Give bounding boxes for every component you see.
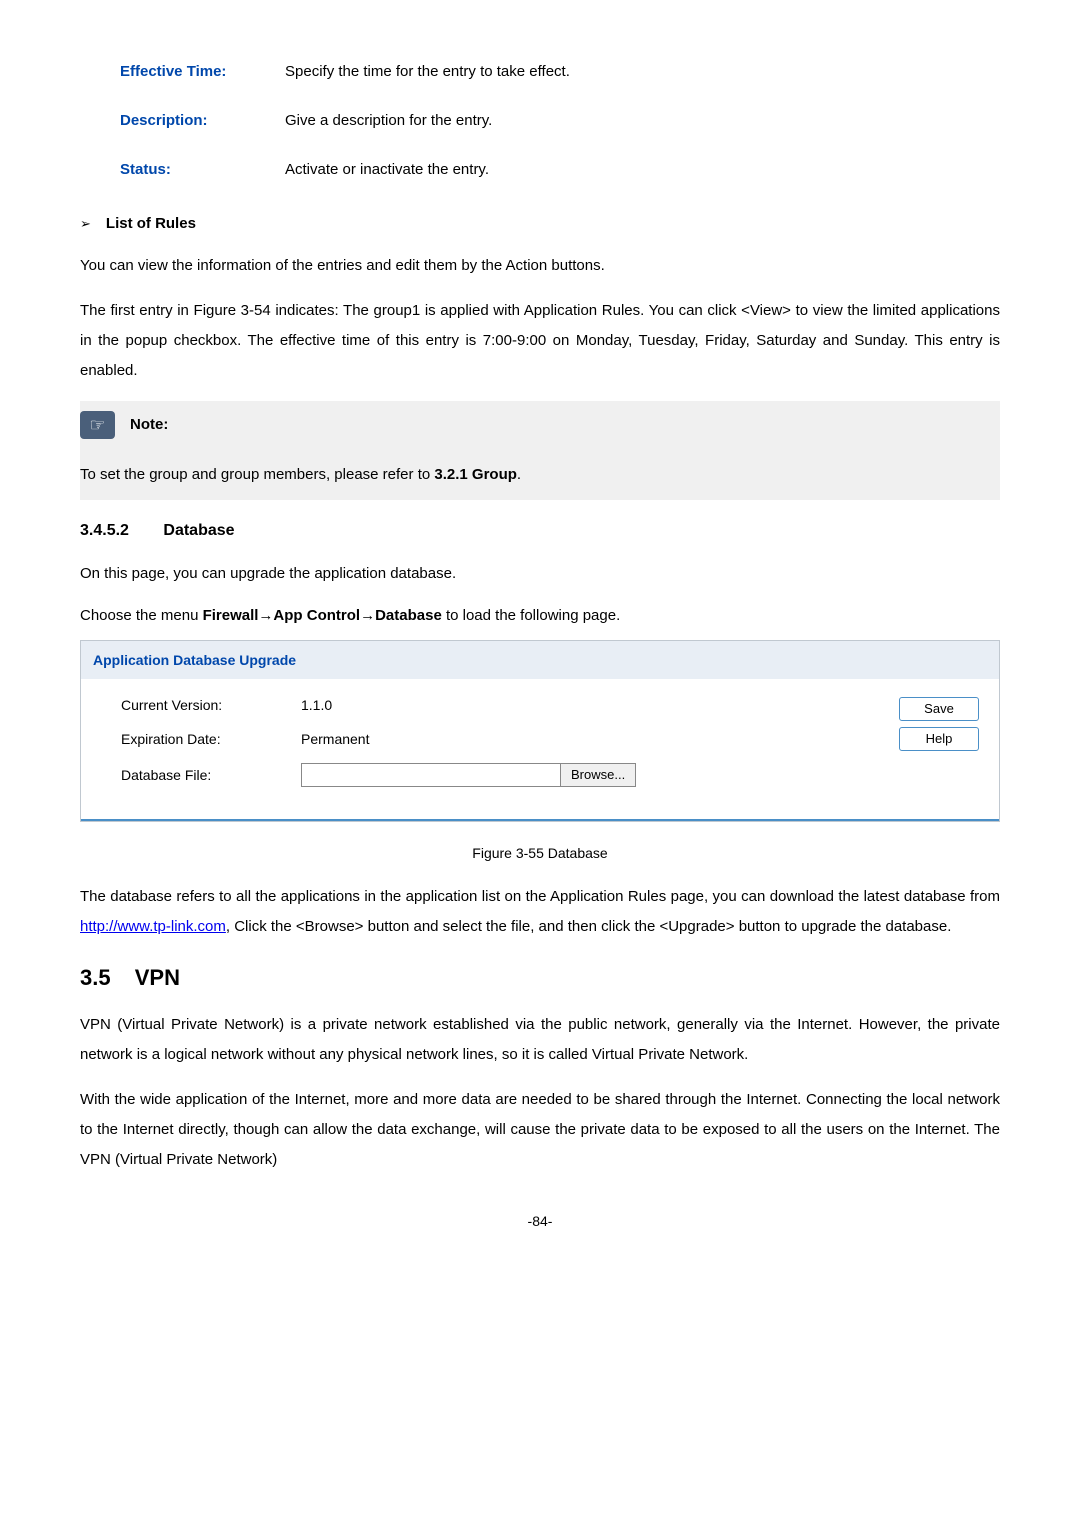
list-rules-para2: The first entry in Figure 3-54 indicates… — [80, 296, 1000, 386]
def-value: Specify the time for the entry to take e… — [285, 60, 570, 84]
note-box: ☞ Note: — [80, 401, 1000, 449]
save-button[interactable]: Save — [899, 697, 979, 721]
figure-caption: Figure 3-55 Database — [80, 842, 1000, 864]
triangle-bullet-icon: ➢ — [80, 214, 91, 235]
list-rules-title: List of Rules — [106, 212, 196, 236]
menu-suffix: to load the following page. — [442, 607, 620, 624]
expiration-date-row: Expiration Date: Permanent — [121, 728, 979, 750]
side-buttons: Save Help — [899, 697, 979, 751]
def-description: Description: Give a description for the … — [120, 109, 1000, 133]
def-label: Description: — [120, 109, 285, 133]
current-version-label: Current Version: — [121, 694, 301, 716]
note-body: To set the group and group members, plea… — [80, 449, 1000, 500]
list-rules-para1: You can view the information of the entr… — [80, 251, 1000, 281]
def-value: Activate or inactivate the entry. — [285, 158, 489, 182]
database-file-row: Database File: Browse... — [121, 763, 979, 787]
definitions-block: Effective Time: Specify the time for the… — [80, 60, 1000, 182]
def-effective-time: Effective Time: Specify the time for the… — [120, 60, 1000, 84]
vpn-heading-title: VPN — [135, 965, 180, 990]
list-rules-header: ➢ List of Rules — [80, 212, 1000, 236]
browse-button[interactable]: Browse... — [561, 763, 636, 787]
database-file-input[interactable] — [301, 763, 561, 787]
database-file-label: Database File: — [121, 764, 301, 786]
database-heading-title: Database — [163, 522, 234, 539]
note-text: To set the group and group members, plea… — [80, 461, 1000, 488]
file-input-wrap: Browse... — [301, 763, 636, 787]
menu-prefix: Choose the menu — [80, 607, 203, 624]
note-text-bold: 3.2.1 Group — [434, 466, 517, 483]
hand-point-icon: ☞ — [80, 411, 115, 439]
expiration-value: Permanent — [301, 728, 369, 750]
page-number: -84- — [80, 1210, 1000, 1232]
def-status: Status: Activate or inactivate the entry… — [120, 158, 1000, 182]
upgrade-panel-body: Current Version: 1.1.0 Expiration Date: … — [81, 679, 999, 821]
database-menu-path: Choose the menu Firewall→App Control→Dat… — [80, 604, 1000, 628]
database-para1: On this page, you can upgrade the applic… — [80, 559, 1000, 589]
note-text-prefix: To set the group and group members, plea… — [80, 466, 434, 483]
database-heading-num: 3.4.5.2 — [80, 522, 129, 539]
vpn-para2: With the wide application of the Interne… — [80, 1085, 1000, 1175]
def-label: Effective Time: — [120, 60, 285, 84]
database-description-para: The database refers to all the applicati… — [80, 882, 1000, 942]
expiration-label: Expiration Date: — [121, 728, 301, 750]
upgrade-panel: Application Database Upgrade Current Ver… — [80, 640, 1000, 822]
def-label: Status: — [120, 158, 285, 182]
upgrade-panel-title: Application Database Upgrade — [81, 641, 999, 679]
vpn-heading: 3.5 VPN — [80, 960, 1000, 995]
database-heading: 3.4.5.2 Database — [80, 518, 1000, 544]
def-value: Give a description for the entry. — [285, 109, 492, 133]
note-header: ☞ Note: — [80, 411, 1000, 439]
db-para-prefix: The database refers to all the applicati… — [80, 888, 1000, 905]
current-version-row: Current Version: 1.1.0 — [121, 694, 979, 716]
note-label: Note: — [130, 413, 168, 437]
current-version-value: 1.1.0 — [301, 694, 332, 716]
vpn-heading-num: 3.5 — [80, 965, 111, 990]
help-button[interactable]: Help — [899, 727, 979, 751]
menu-bold: Firewall→App Control→Database — [203, 607, 442, 624]
note-text-suffix: . — [517, 466, 521, 483]
tplink-link[interactable]: http://www.tp-link.com — [80, 918, 226, 935]
vpn-para1: VPN (Virtual Private Network) is a priva… — [80, 1010, 1000, 1070]
db-para-suffix: , Click the <Browse> button and select t… — [226, 918, 951, 935]
